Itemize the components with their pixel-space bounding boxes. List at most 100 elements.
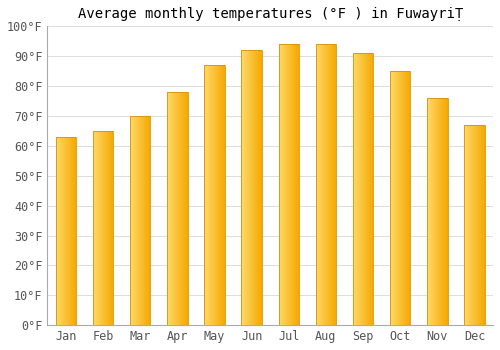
Bar bbox=[477, 125, 478, 325]
Bar bbox=[249, 50, 250, 325]
Bar bbox=[445, 98, 446, 325]
Bar bbox=[75, 137, 76, 325]
Bar bbox=[255, 50, 256, 325]
Bar bbox=[475, 125, 476, 325]
Bar bbox=[446, 98, 447, 325]
Bar bbox=[246, 50, 247, 325]
Bar bbox=[70, 137, 71, 325]
Bar bbox=[483, 125, 484, 325]
Bar bbox=[291, 44, 292, 325]
Bar bbox=[112, 131, 113, 325]
Bar bbox=[318, 44, 319, 325]
Bar bbox=[60, 137, 61, 325]
Bar bbox=[473, 125, 474, 325]
Bar bbox=[439, 98, 440, 325]
Bar bbox=[323, 44, 324, 325]
Bar bbox=[167, 92, 188, 325]
Bar bbox=[481, 125, 482, 325]
Bar bbox=[296, 44, 297, 325]
Bar bbox=[332, 44, 333, 325]
Bar bbox=[316, 44, 336, 325]
Bar bbox=[438, 98, 439, 325]
Bar bbox=[284, 44, 285, 325]
Bar bbox=[465, 125, 466, 325]
Bar bbox=[175, 92, 176, 325]
Bar bbox=[366, 53, 367, 325]
Bar bbox=[58, 137, 59, 325]
Bar bbox=[464, 125, 484, 325]
Bar bbox=[167, 92, 168, 325]
Bar bbox=[427, 98, 428, 325]
Bar bbox=[183, 92, 184, 325]
Bar bbox=[293, 44, 294, 325]
Bar bbox=[143, 116, 144, 325]
Bar bbox=[182, 92, 183, 325]
Bar bbox=[258, 50, 259, 325]
Bar bbox=[368, 53, 369, 325]
Bar bbox=[73, 137, 74, 325]
Bar bbox=[298, 44, 299, 325]
Bar bbox=[287, 44, 288, 325]
Bar bbox=[390, 71, 410, 325]
Bar bbox=[479, 125, 480, 325]
Bar bbox=[468, 125, 469, 325]
Bar bbox=[317, 44, 318, 325]
Bar bbox=[442, 98, 443, 325]
Bar bbox=[430, 98, 431, 325]
Bar bbox=[243, 50, 244, 325]
Bar bbox=[398, 71, 399, 325]
Bar bbox=[319, 44, 320, 325]
Bar bbox=[144, 116, 145, 325]
Bar bbox=[217, 65, 218, 325]
Bar bbox=[360, 53, 361, 325]
Bar bbox=[406, 71, 407, 325]
Bar bbox=[261, 50, 262, 325]
Bar bbox=[138, 116, 139, 325]
Bar bbox=[257, 50, 258, 325]
Bar bbox=[103, 131, 104, 325]
Bar bbox=[110, 131, 111, 325]
Bar bbox=[213, 65, 214, 325]
Bar bbox=[65, 137, 66, 325]
Bar bbox=[320, 44, 321, 325]
Bar bbox=[429, 98, 430, 325]
Bar bbox=[176, 92, 177, 325]
Bar bbox=[251, 50, 252, 325]
Bar bbox=[355, 53, 356, 325]
Bar bbox=[100, 131, 101, 325]
Bar bbox=[93, 131, 114, 325]
Bar bbox=[205, 65, 206, 325]
Bar bbox=[364, 53, 365, 325]
Bar bbox=[470, 125, 471, 325]
Bar bbox=[141, 116, 142, 325]
Bar bbox=[252, 50, 253, 325]
Bar bbox=[57, 137, 58, 325]
Bar bbox=[174, 92, 175, 325]
Bar bbox=[96, 131, 97, 325]
Bar bbox=[403, 71, 404, 325]
Bar bbox=[464, 125, 465, 325]
Bar bbox=[329, 44, 330, 325]
Bar bbox=[288, 44, 289, 325]
Bar bbox=[431, 98, 432, 325]
Bar bbox=[181, 92, 182, 325]
Bar bbox=[177, 92, 178, 325]
Bar bbox=[178, 92, 179, 325]
Bar bbox=[187, 92, 188, 325]
Bar bbox=[107, 131, 108, 325]
Bar bbox=[242, 50, 243, 325]
Bar bbox=[206, 65, 207, 325]
Bar bbox=[328, 44, 329, 325]
Bar bbox=[214, 65, 215, 325]
Bar bbox=[432, 98, 433, 325]
Bar bbox=[282, 44, 283, 325]
Bar bbox=[444, 98, 445, 325]
Bar bbox=[474, 125, 475, 325]
Bar bbox=[104, 131, 105, 325]
Bar bbox=[280, 44, 281, 325]
Bar bbox=[279, 44, 280, 325]
Bar bbox=[142, 116, 143, 325]
Bar bbox=[335, 44, 336, 325]
Bar bbox=[67, 137, 68, 325]
Bar bbox=[285, 44, 286, 325]
